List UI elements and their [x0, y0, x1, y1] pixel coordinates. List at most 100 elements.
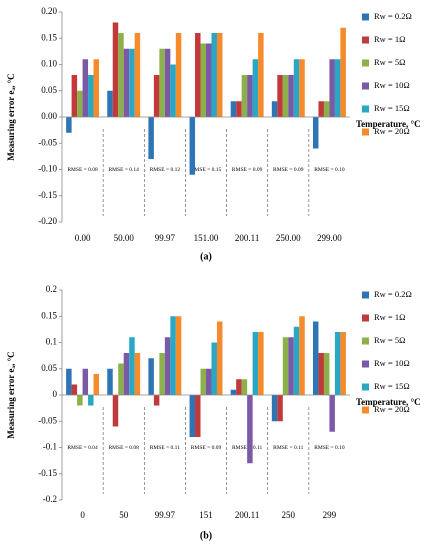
legend-label: Rw = 20Ω [374, 126, 410, 136]
bar [216, 321, 223, 395]
rmse-label: RMSE = 0.15 [191, 167, 222, 173]
bar [271, 101, 278, 117]
bar [134, 353, 141, 395]
legend-label: Rw = 10Ω [374, 80, 410, 90]
rmse-label: RMSE = 0.11 [273, 445, 304, 451]
bar [170, 316, 176, 395]
y-tick-label: 0.00 [41, 111, 57, 121]
y-tick-label: 0.15 [41, 310, 57, 320]
bar [159, 48, 165, 117]
bar [200, 368, 206, 395]
legend-swatch [362, 406, 369, 414]
bar [175, 316, 182, 395]
caption: (b) [200, 530, 212, 541]
rmse-label: RMSE = 0.10 [314, 445, 345, 451]
bar [318, 101, 324, 117]
legend-swatch [362, 13, 369, 21]
legend-swatch [362, 36, 369, 44]
rmse-label: RMSE = 0.09 [273, 167, 304, 173]
x-tick-label: 50 [119, 510, 129, 520]
rmse-label: RMSE = 0.11 [150, 445, 181, 451]
y-tick-label: -0.15 [38, 190, 57, 200]
bar [159, 353, 165, 395]
bar [258, 33, 264, 117]
y-tick-label: 0.20 [41, 6, 57, 16]
rmse-label: RMSE = 0.14 [108, 167, 139, 173]
bar [241, 379, 248, 395]
legend-label: Rw = 1Ω [374, 34, 405, 44]
bar [189, 117, 196, 175]
bar [77, 395, 83, 406]
rmse-label: RMSE = 0.12 [150, 167, 181, 173]
bar [134, 33, 141, 117]
legend-label: Rw = 15Ω [374, 381, 410, 391]
x-tick-label: 299.00 [317, 233, 342, 243]
bar [118, 363, 124, 395]
bar [334, 332, 341, 395]
x-annotation: Temperature, °C [356, 119, 421, 129]
y-tick-label: 0 [53, 389, 58, 399]
bar [288, 75, 294, 117]
bar [195, 395, 201, 437]
legend-swatch [362, 105, 369, 113]
bar [107, 368, 113, 395]
legend-swatch [362, 337, 369, 345]
bar [118, 33, 124, 117]
y-tick-label: 0.1 [46, 337, 57, 347]
bar [211, 33, 217, 117]
caption: (a) [200, 251, 212, 262]
x-tick-label: 0 [80, 510, 85, 520]
bar [241, 75, 248, 117]
bar [288, 337, 294, 395]
bar [82, 59, 89, 117]
x-tick-label: 250 [282, 510, 296, 520]
rmse-label: RMSE = 0.09 [191, 445, 222, 451]
rmse-label: RMSE = 0.09 [232, 167, 263, 173]
x-tick-label: 50.00 [114, 233, 135, 243]
x-tick-label: 151 [199, 510, 213, 520]
bar [329, 59, 335, 117]
bar [323, 101, 330, 117]
bar [206, 368, 212, 395]
legend-label: Rw = 15Ω [374, 103, 410, 113]
legend-label: Rw = 5Ω [374, 335, 405, 345]
bar [247, 395, 253, 464]
bar [230, 101, 237, 117]
x-tick-label: 99.97 [155, 233, 176, 243]
bar [88, 75, 94, 117]
bar [107, 90, 113, 117]
legend-label: Rw = 10Ω [374, 358, 410, 368]
bar [112, 395, 119, 427]
bar [282, 337, 289, 395]
y-tick-label: 0.10 [41, 59, 57, 69]
y-tick-label: -0.05 [38, 415, 57, 425]
bar [66, 368, 72, 395]
bar [271, 395, 278, 422]
y-tick-label: -0.05 [38, 137, 57, 147]
rmse-label: RMSE = 0.04 [67, 445, 98, 451]
y-tick-label: -0.1 [43, 442, 57, 452]
y-axis-label: Measuring error eₐ, °C [6, 73, 16, 160]
x-tick-label: 200.11 [235, 233, 259, 243]
x-tick-label: 0.00 [75, 233, 91, 243]
legend-swatch [362, 128, 369, 136]
y-tick-label: 0.05 [41, 85, 57, 95]
y-tick-label: -0.2 [43, 494, 57, 504]
bar [88, 395, 94, 406]
bar [299, 59, 305, 117]
bar [175, 33, 182, 117]
bar [252, 59, 259, 117]
y-tick-label: -0.15 [38, 468, 57, 478]
legend-swatch [362, 82, 369, 90]
bar [230, 389, 237, 395]
bar [340, 27, 346, 117]
legend-swatch [362, 291, 369, 299]
bar [312, 117, 319, 149]
bar [340, 332, 346, 395]
bar [129, 48, 135, 117]
legend-label: Rw = 0.2Ω [374, 289, 412, 299]
bar [282, 75, 289, 117]
legend-label: Rw = 20Ω [374, 404, 410, 414]
rmse-label: RMSE = 0.10 [314, 167, 345, 173]
